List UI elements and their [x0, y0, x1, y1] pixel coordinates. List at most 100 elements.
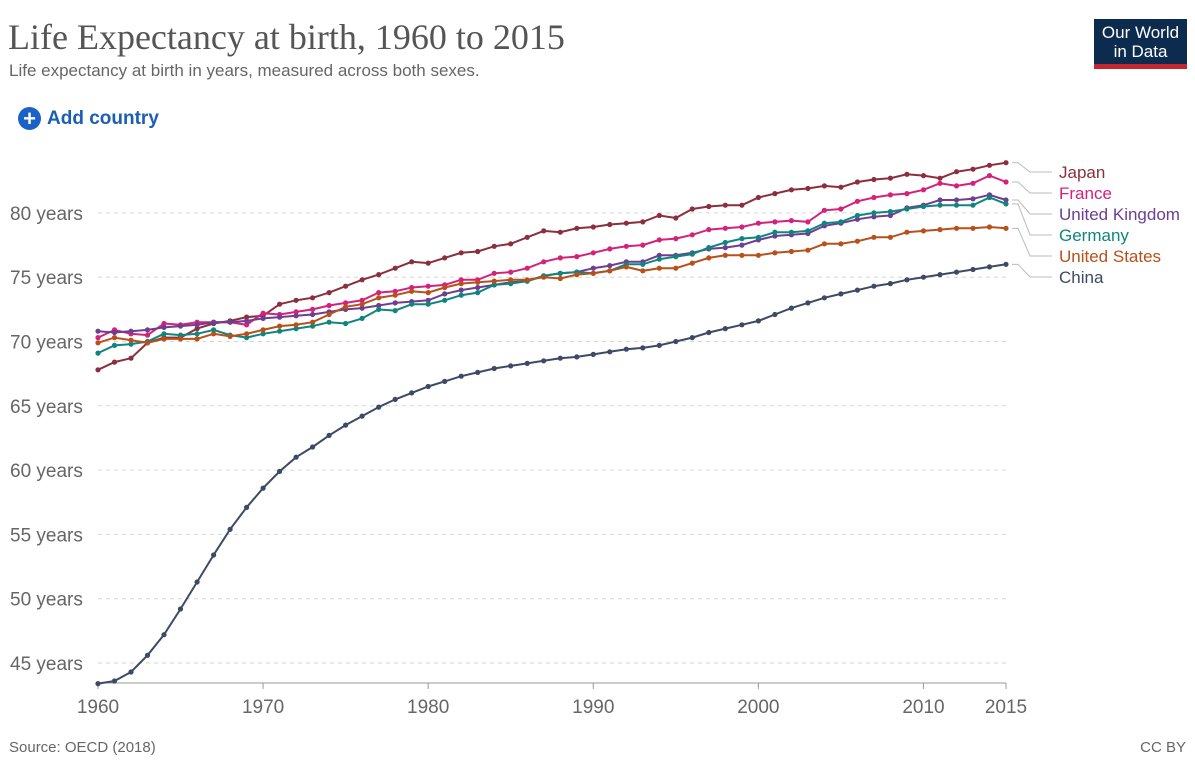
data-point	[376, 290, 382, 296]
data-point	[161, 331, 167, 337]
data-point	[557, 229, 563, 235]
data-point	[392, 396, 398, 402]
x-axis: 1960 1970 1980 1990 2000 2010 2015	[77, 682, 1027, 718]
data-point	[475, 284, 481, 291]
data-point	[194, 579, 200, 585]
data-point	[557, 270, 563, 276]
data-point	[838, 219, 844, 225]
data-point	[244, 335, 250, 341]
data-point	[425, 301, 431, 307]
data-point	[359, 277, 365, 283]
x-tick-label: 1970	[242, 697, 284, 718]
data-point	[177, 323, 184, 329]
data-point	[1003, 160, 1009, 166]
data-point	[887, 175, 894, 181]
data-point	[194, 336, 200, 342]
logo-line-2: in Data	[1113, 41, 1168, 61]
data-point	[755, 194, 762, 201]
data-point	[244, 331, 250, 337]
data-point	[244, 314, 250, 320]
data-point	[854, 179, 861, 185]
data-point	[277, 468, 283, 474]
data-point	[376, 302, 382, 309]
plus-circle-icon: +	[18, 107, 41, 130]
data-point	[904, 191, 910, 197]
owid-logo[interactable]: Our World in Data	[1094, 19, 1187, 69]
data-point	[392, 300, 398, 306]
y-tick-label: 60 years	[10, 461, 83, 482]
data-point	[574, 254, 580, 260]
y-axis-tick-labels: 45 years 50 years 55 years 60 years 65 years…	[10, 204, 83, 675]
data-point	[722, 326, 728, 332]
data-point	[673, 254, 679, 260]
data-point	[739, 322, 745, 328]
data-point	[392, 288, 398, 294]
label-connector	[1012, 263, 1052, 278]
data-point	[689, 335, 695, 341]
series-line	[97, 193, 1007, 334]
series-label: France	[1059, 184, 1112, 203]
data-point	[508, 277, 514, 283]
data-point	[755, 234, 762, 240]
data-point	[161, 632, 167, 638]
data-point	[111, 359, 118, 365]
data-point	[854, 287, 861, 293]
grid-lines	[98, 212, 1006, 664]
data-point	[953, 197, 960, 203]
data-point	[277, 323, 283, 329]
data-point	[458, 287, 464, 293]
data-point	[706, 203, 712, 210]
data-point	[1003, 261, 1009, 267]
source-note[interactable]: Source: OECD (2018)	[9, 739, 156, 756]
series-line	[97, 161, 1007, 371]
license-note[interactable]: CC BY	[1140, 739, 1186, 756]
data-point	[986, 194, 993, 201]
data-point	[326, 302, 332, 309]
data-point	[524, 234, 530, 240]
data-point	[392, 265, 398, 271]
data-point	[211, 327, 217, 333]
y-tick-label: 75 years	[10, 268, 83, 289]
data-point	[838, 291, 844, 297]
data-point	[458, 373, 464, 379]
data-point	[689, 232, 695, 238]
data-point	[904, 277, 910, 283]
data-point	[326, 311, 332, 318]
data-point	[128, 337, 134, 343]
data-point	[144, 332, 151, 338]
add-country-button[interactable]: + Add country	[18, 107, 159, 130]
data-point	[491, 278, 497, 284]
data-point	[326, 432, 332, 438]
data-point	[953, 225, 960, 231]
series-line	[97, 196, 1007, 355]
data-point	[739, 202, 745, 208]
data-point	[409, 259, 415, 265]
data-point	[722, 202, 728, 208]
data-point	[656, 252, 662, 258]
series-labels: Japan France United Kingdom Germany United S…	[1012, 162, 1180, 287]
data-point	[244, 504, 250, 510]
data-point	[442, 297, 448, 303]
data-point	[508, 269, 514, 275]
data-point	[177, 332, 184, 338]
data-point	[673, 215, 679, 221]
data-point	[260, 327, 266, 333]
data-point	[293, 454, 299, 460]
data-point	[277, 314, 283, 320]
data-point	[904, 171, 910, 177]
data-point	[508, 241, 514, 247]
data-point	[111, 342, 118, 348]
data-point	[310, 295, 316, 301]
data-point	[838, 241, 844, 247]
series-label: Germany	[1059, 226, 1129, 245]
data-point	[409, 284, 415, 291]
data-point	[557, 275, 563, 282]
data-point	[871, 283, 877, 289]
x-tick-label: 2000	[737, 697, 779, 718]
data-point	[937, 202, 943, 208]
data-point	[475, 369, 481, 375]
data-point	[986, 162, 993, 168]
data-point	[359, 301, 365, 307]
data-point	[442, 284, 448, 291]
